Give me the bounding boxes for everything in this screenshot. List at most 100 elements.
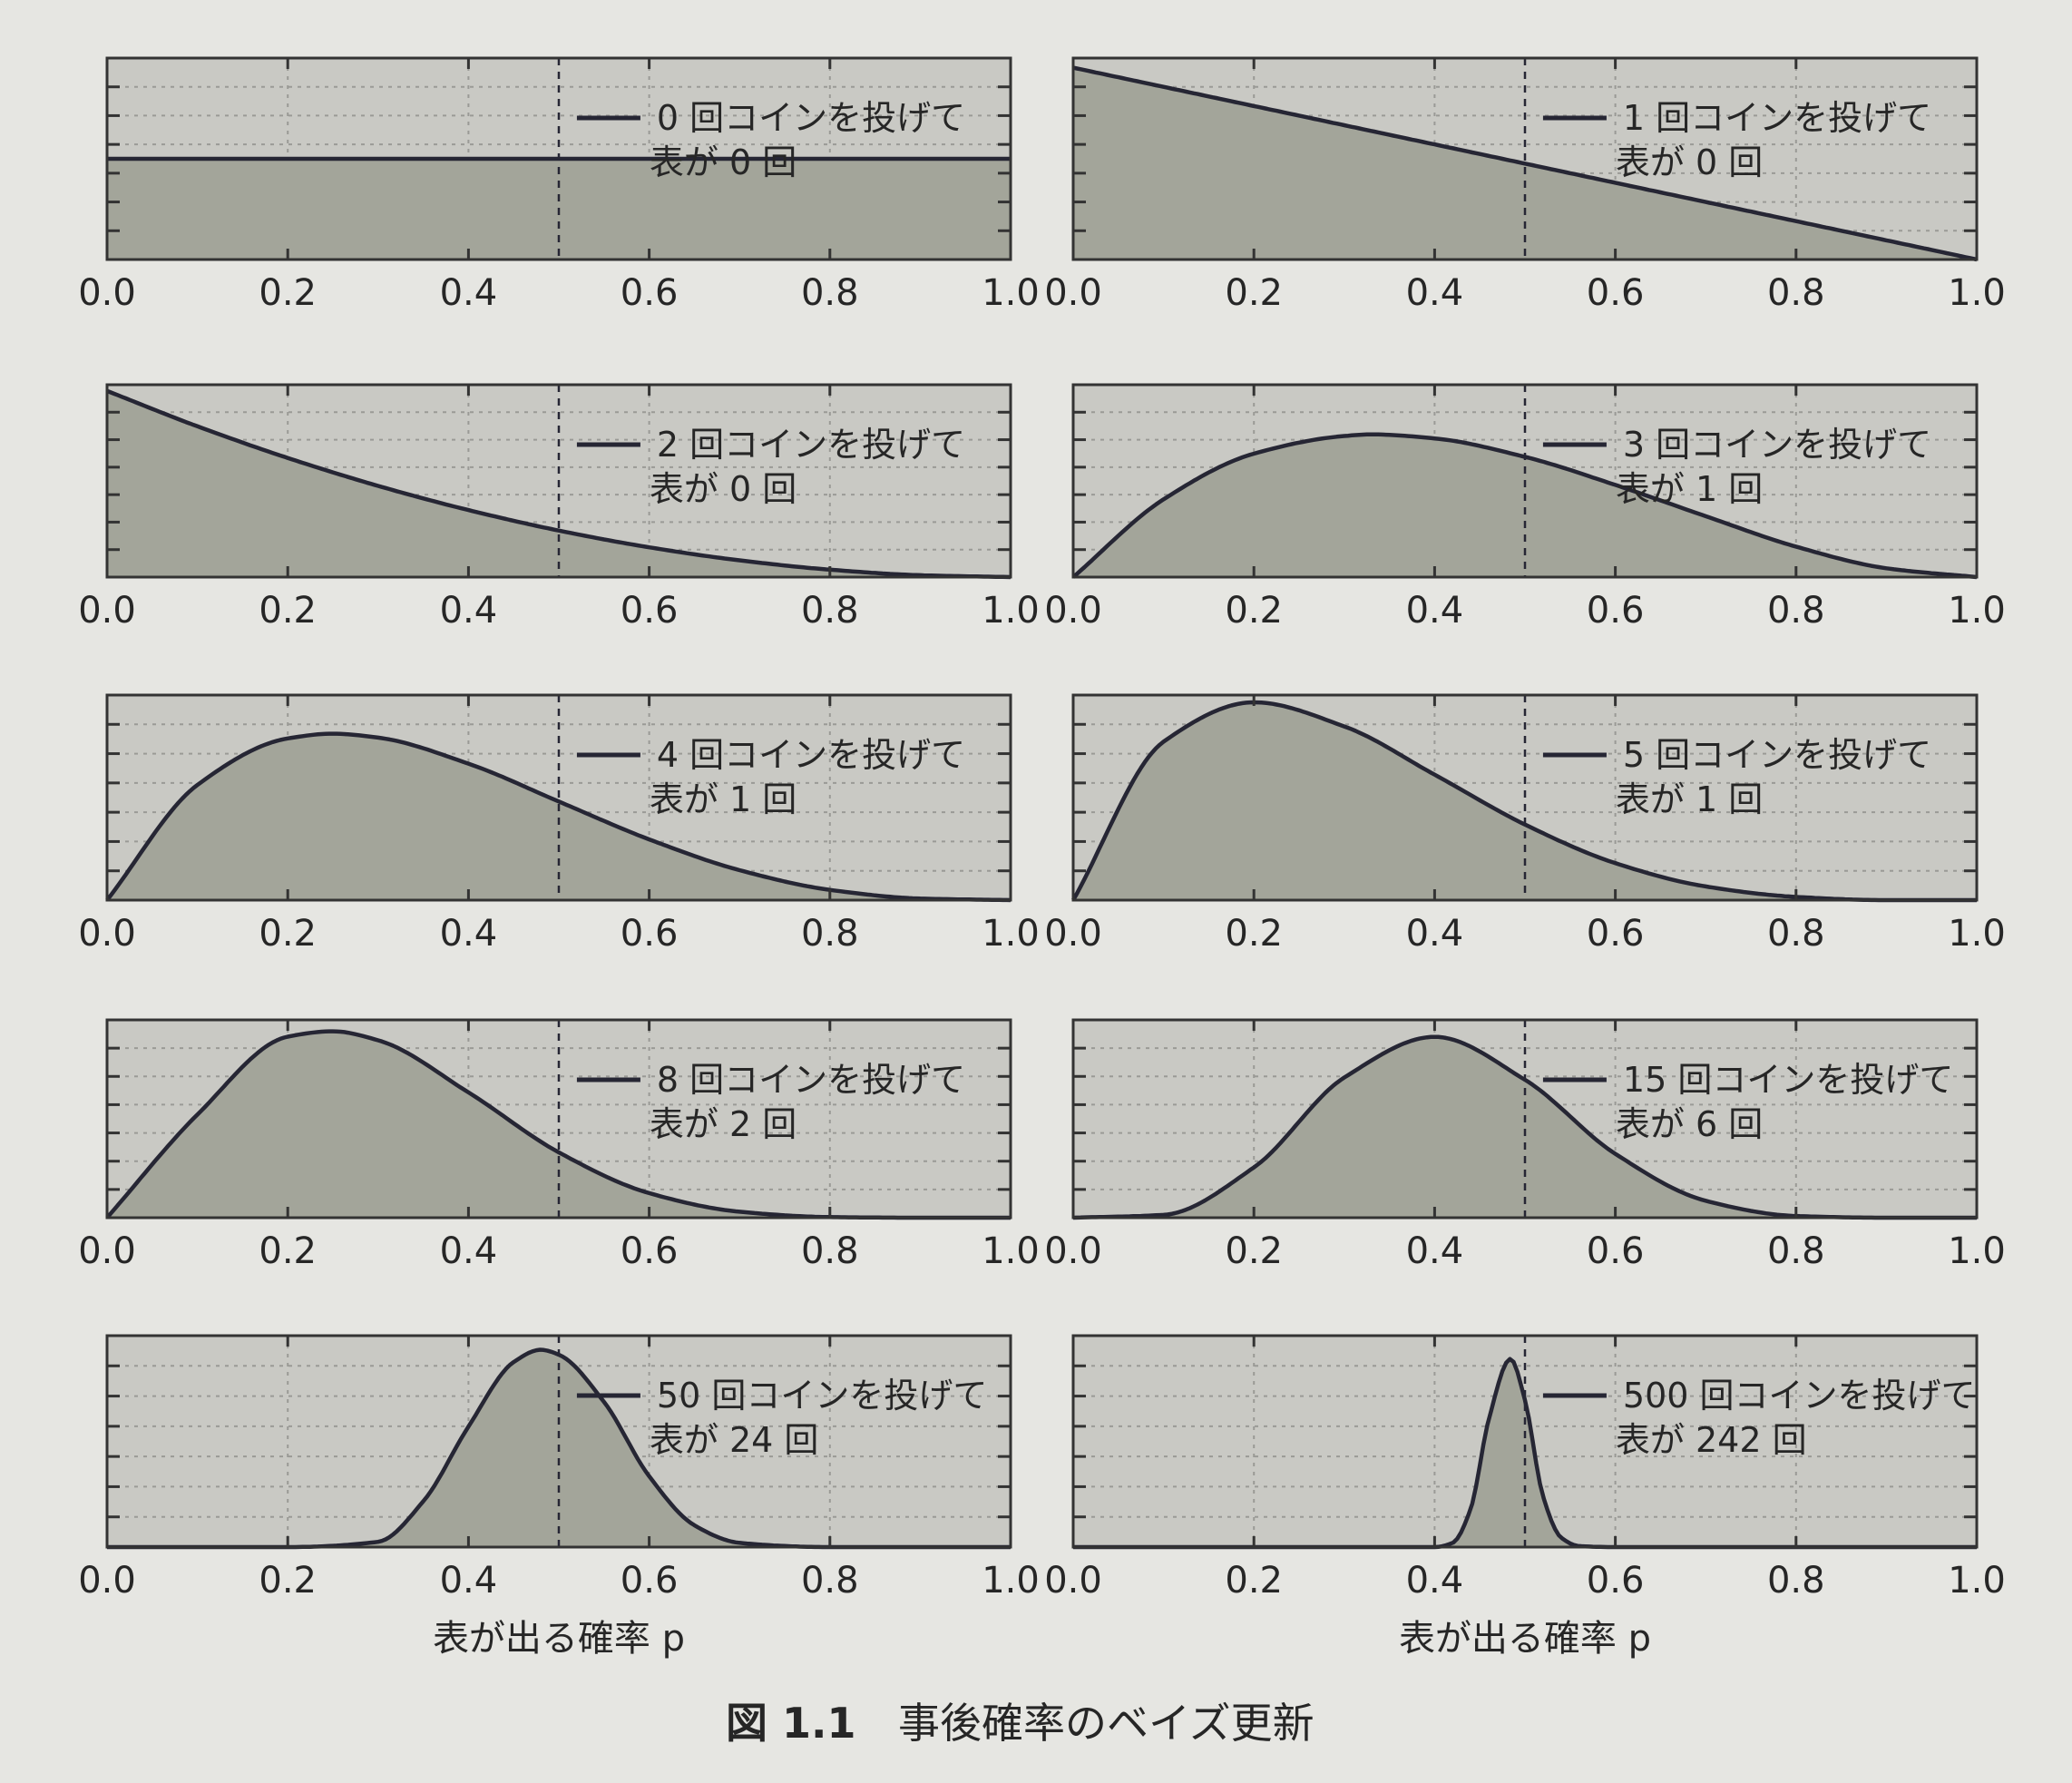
x-tick-label: 0.8 — [801, 590, 859, 632]
plot-frame — [105, 1018, 1012, 1220]
legend-line-2: 表が 1 回 — [1616, 779, 1763, 819]
x-tick-label: 1.0 — [982, 913, 1040, 955]
x-tick-label: 1.0 — [982, 590, 1040, 632]
posterior-area — [1073, 702, 1977, 900]
posterior-curve — [1071, 432, 1978, 580]
legend-line-2: 表が 1 回 — [1616, 469, 1763, 509]
plot-frame — [1071, 383, 1979, 579]
x-tick-label: 0.2 — [259, 590, 317, 632]
plot-frame — [105, 1334, 1012, 1549]
plot-frame — [1071, 1334, 1979, 1549]
x-tick-label: 0.2 — [259, 913, 317, 955]
x-tick-label: 0.2 — [1225, 272, 1283, 314]
posterior-curve — [105, 731, 1012, 903]
x-tick-label: 0.6 — [621, 590, 679, 632]
x-tick-label: 0.0 — [1044, 1560, 1102, 1602]
x-tick-label: 1.0 — [982, 1230, 1040, 1272]
x-tick-label: 0.4 — [1406, 590, 1464, 632]
legend-line-2: 表が 0 回 — [650, 469, 797, 509]
x-tick-label: 0.6 — [621, 913, 679, 955]
x-tick-label: 0.4 — [1406, 272, 1464, 314]
legend-line-2: 表が 2 回 — [650, 1104, 797, 1144]
x-tick-label: 1.0 — [1948, 1560, 2006, 1602]
x-tick-label: 0.4 — [1406, 913, 1464, 955]
legend-line-2: 表が 24 回 — [650, 1420, 819, 1460]
x-tick-label: 0.8 — [1767, 1230, 1825, 1272]
x-tick-label: 0.0 — [1044, 1230, 1102, 1272]
posterior-area — [107, 1031, 1011, 1218]
x-tick-label: 1.0 — [1948, 272, 2006, 314]
x-tick-label: 0.0 — [1044, 913, 1102, 955]
x-tick-label: 0.6 — [1587, 1560, 1645, 1602]
x-tick-label: 1.0 — [1948, 590, 2006, 632]
legend-line-2: 表が 1 回 — [650, 779, 797, 819]
x-tick-label: 0.8 — [801, 1230, 859, 1272]
legend-line-1: 1 回コインを投げて — [1623, 98, 1931, 138]
legend-line-2: 表が 242 回 — [1616, 1420, 1807, 1460]
plot-frame — [1071, 1018, 1979, 1220]
x-tick-label: 0.8 — [801, 913, 859, 955]
x-tick-label: 0.6 — [621, 1230, 679, 1272]
x-tick-label: 0.0 — [78, 1230, 136, 1272]
plot-frame — [1071, 56, 1979, 261]
legend-line-1: 8 回コインを投げて — [657, 1060, 965, 1100]
x-tick-label: 0.0 — [78, 913, 136, 955]
figure-number: 図 1.1 — [726, 1699, 856, 1748]
x-tick-label: 0.8 — [801, 272, 859, 314]
x-tick-label: 0.0 — [1044, 590, 1102, 632]
x-tick-label: 0.2 — [1225, 1230, 1283, 1272]
x-tick-label: 0.8 — [1767, 913, 1825, 955]
figure-title: 事後確率のベイズ更新 — [898, 1699, 1315, 1748]
x-tick-label: 0.2 — [1225, 913, 1283, 955]
posterior-curve — [1071, 700, 1977, 903]
posterior-area — [107, 733, 1011, 900]
posterior-area — [1073, 1358, 1977, 1547]
x-tick-label: 0.0 — [78, 1560, 136, 1602]
x-tick-label: 0.8 — [1767, 1560, 1825, 1602]
x-tick-label: 1.0 — [1948, 1230, 2006, 1272]
x-tick-label: 0.0 — [78, 272, 136, 314]
x-tick-label: 0.6 — [1587, 913, 1645, 955]
legend-line-1: 3 回コインを投げて — [1623, 425, 1931, 465]
legend-line-2: 表が 0 回 — [650, 142, 797, 182]
legend-line-1: 2 回コインを投げて — [657, 425, 965, 465]
x-tick-label: 0.4 — [440, 1230, 498, 1272]
x-tick-label: 0.6 — [1587, 272, 1645, 314]
x-tick-label: 0.4 — [1406, 1230, 1464, 1272]
x-tick-label: 0.0 — [78, 590, 136, 632]
plot-frame — [105, 56, 1012, 261]
x-tick-label: 0.2 — [259, 1560, 317, 1602]
legend-line-1: 50 回コインを投げて — [657, 1376, 987, 1416]
x-tick-label: 0.6 — [621, 272, 679, 314]
x-tick-label: 1.0 — [982, 1560, 1040, 1602]
x-tick-label: 0.4 — [440, 590, 498, 632]
plot-frame — [105, 693, 1012, 902]
x-tick-label: 1.0 — [1948, 913, 2006, 955]
x-tick-label: 0.2 — [1225, 590, 1283, 632]
x-axis-label: 表が出る確率 p — [433, 1618, 685, 1660]
x-tick-label: 0.6 — [1587, 590, 1645, 632]
x-axis-label: 表が出る確率 p — [1399, 1618, 1651, 1660]
legend-line-1: 0 回コインを投げて — [657, 98, 965, 138]
posterior-area — [1073, 1036, 1977, 1218]
legend-line-1: 4 回コインを投げて — [657, 735, 965, 775]
posterior-area — [107, 390, 1011, 577]
legend-line-2: 表が 6 回 — [1616, 1104, 1763, 1144]
x-tick-label: 0.8 — [1767, 272, 1825, 314]
x-tick-label: 0.4 — [440, 272, 498, 314]
x-tick-label: 0.0 — [1044, 272, 1102, 314]
legend-line-1: 5 回コインを投げて — [1623, 735, 1931, 775]
legend-line-2: 表が 0 回 — [1616, 142, 1763, 182]
x-tick-label: 0.6 — [621, 1560, 679, 1602]
legend-line-1: 15 回コインを投げて — [1623, 1060, 1953, 1100]
